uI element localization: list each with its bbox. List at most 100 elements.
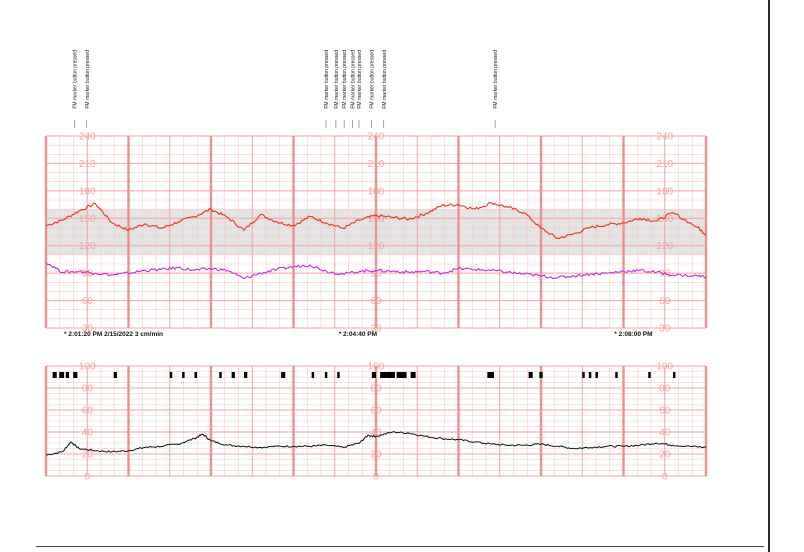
y-tick-label: 40 <box>370 428 382 439</box>
uterine-activity-panel: 0 20 40 60 80 100 0 20 40 60 80 100 0 20 40 60 80 100 <box>44 362 708 483</box>
page-edge <box>768 0 770 552</box>
y-tick-label: 150 <box>656 214 673 225</box>
event-label: FM marker button pressed <box>357 50 363 109</box>
y-tick-label: 120 <box>368 241 385 252</box>
y-tick-label: 210 <box>79 159 96 170</box>
marker-block <box>244 372 248 378</box>
event-label: FM marker button pressed <box>334 50 340 109</box>
marker-block <box>371 372 376 378</box>
page-footer-rule <box>36 546 764 547</box>
y-tick-label: 240 <box>656 132 673 143</box>
y-tick-label: 150 <box>79 214 96 225</box>
fhr-grid <box>44 135 708 329</box>
marker-block <box>539 372 543 378</box>
fhr-tick-labels: 30 60 90 120 150 180 210 240 30 60 90 120 150 180 210 2… <box>79 132 674 335</box>
y-tick-label: 100 <box>656 362 673 373</box>
y-tick-label: 60 <box>370 296 382 307</box>
y-tick-label: 150 <box>368 214 385 225</box>
marker-block <box>324 372 328 378</box>
y-tick-label: 80 <box>82 384 94 395</box>
time-labels: * 2:01:20 PM 2/15/2022 3 cm/min * 2:04:40… <box>64 331 653 338</box>
y-tick-label: 0 <box>373 472 379 483</box>
marker-block <box>595 372 598 378</box>
marker-block <box>231 372 235 378</box>
y-tick-label: 180 <box>656 186 673 197</box>
series-line-0 <box>45 201 707 239</box>
marker-block <box>113 372 117 378</box>
y-tick-label: 60 <box>82 406 94 417</box>
y-tick-label: 210 <box>656 159 673 170</box>
marker-block <box>648 372 651 378</box>
marker-block <box>182 372 185 378</box>
marker-block <box>410 372 416 378</box>
y-tick-label: 80 <box>659 384 671 395</box>
y-tick-label: 120 <box>79 241 96 252</box>
ua-grid <box>44 365 708 477</box>
marker-block <box>528 372 533 378</box>
marker-block <box>59 372 65 378</box>
y-tick-label: 30 <box>82 324 94 335</box>
y-tick-label: 240 <box>79 132 96 143</box>
y-tick-label: 60 <box>659 296 671 307</box>
marker-block <box>73 372 78 378</box>
marker-block <box>615 372 618 378</box>
y-tick-label: 180 <box>79 186 96 197</box>
event-marks: FM marker button pressed FM marker button… <box>72 50 499 128</box>
y-tick-label: 30 <box>659 324 671 335</box>
marker-block <box>487 372 494 378</box>
event-label: FM marker button pressed <box>85 50 91 109</box>
y-tick-label: 40 <box>659 428 671 439</box>
y-tick-label: 80 <box>370 384 382 395</box>
ua-series <box>45 431 707 456</box>
marker-block <box>396 372 407 378</box>
y-tick-label: 60 <box>659 406 671 417</box>
marker-block <box>219 372 222 378</box>
marker-block <box>65 372 70 378</box>
y-tick-label: 20 <box>370 450 382 461</box>
event-label: FM marker button pressed <box>72 50 78 109</box>
y-tick-label: 30 <box>370 324 382 335</box>
y-tick-label: 240 <box>368 132 385 143</box>
y-tick-label: 20 <box>82 450 94 461</box>
marker-block <box>582 372 585 378</box>
y-tick-label: 90 <box>659 269 671 280</box>
event-label: FM marker button pressed <box>382 50 388 109</box>
event-label: FM marker button pressed <box>350 50 356 109</box>
marker-block <box>194 372 197 378</box>
y-tick-label: 90 <box>82 269 94 280</box>
y-tick-label: 100 <box>368 362 385 373</box>
marker-block <box>281 372 286 378</box>
y-tick-label: 210 <box>368 159 385 170</box>
marker-block <box>169 372 173 378</box>
event-label: FM marker button pressed <box>324 50 330 109</box>
ua-tick-labels: 0 20 40 60 80 100 0 20 40 60 80 100 0 20 40 60 80 100 <box>79 362 674 483</box>
fhr-series <box>45 201 707 280</box>
y-tick-label: 60 <box>82 296 94 307</box>
y-tick-label: 0 <box>84 472 90 483</box>
series-line-1 <box>45 261 707 280</box>
time-label: * 2:08:00 PM <box>614 331 652 338</box>
y-tick-label: 20 <box>659 450 671 461</box>
event-label: FM marker button pressed <box>493 50 499 109</box>
time-label: * 2:01:20 PM 2/15/2022 3 cm/min <box>64 331 163 338</box>
series-line-0 <box>45 431 707 456</box>
fetal-heart-rate-panel: 30 60 90 120 150 180 210 240 30 60 90 120 150 180 210 2… <box>44 132 708 335</box>
marker-block <box>337 372 340 378</box>
y-tick-label: 60 <box>370 406 382 417</box>
marker-block <box>311 372 315 378</box>
y-tick-label: 100 <box>79 362 96 373</box>
y-tick-label: 0 <box>662 472 668 483</box>
event-label: FM marker button pressed <box>342 50 348 109</box>
marker-block <box>380 372 395 378</box>
time-label: * 2:04:40 PM <box>339 331 377 338</box>
ua-marker-blocks <box>52 372 676 378</box>
y-tick-label: 120 <box>656 241 673 252</box>
marker-block <box>673 372 676 378</box>
marker-block <box>588 372 592 378</box>
marker-block <box>52 372 57 378</box>
event-label: FM marker button pressed <box>369 50 375 109</box>
y-tick-label: 90 <box>370 269 382 280</box>
y-tick-label: 180 <box>368 186 385 197</box>
y-tick-label: 40 <box>82 428 94 439</box>
